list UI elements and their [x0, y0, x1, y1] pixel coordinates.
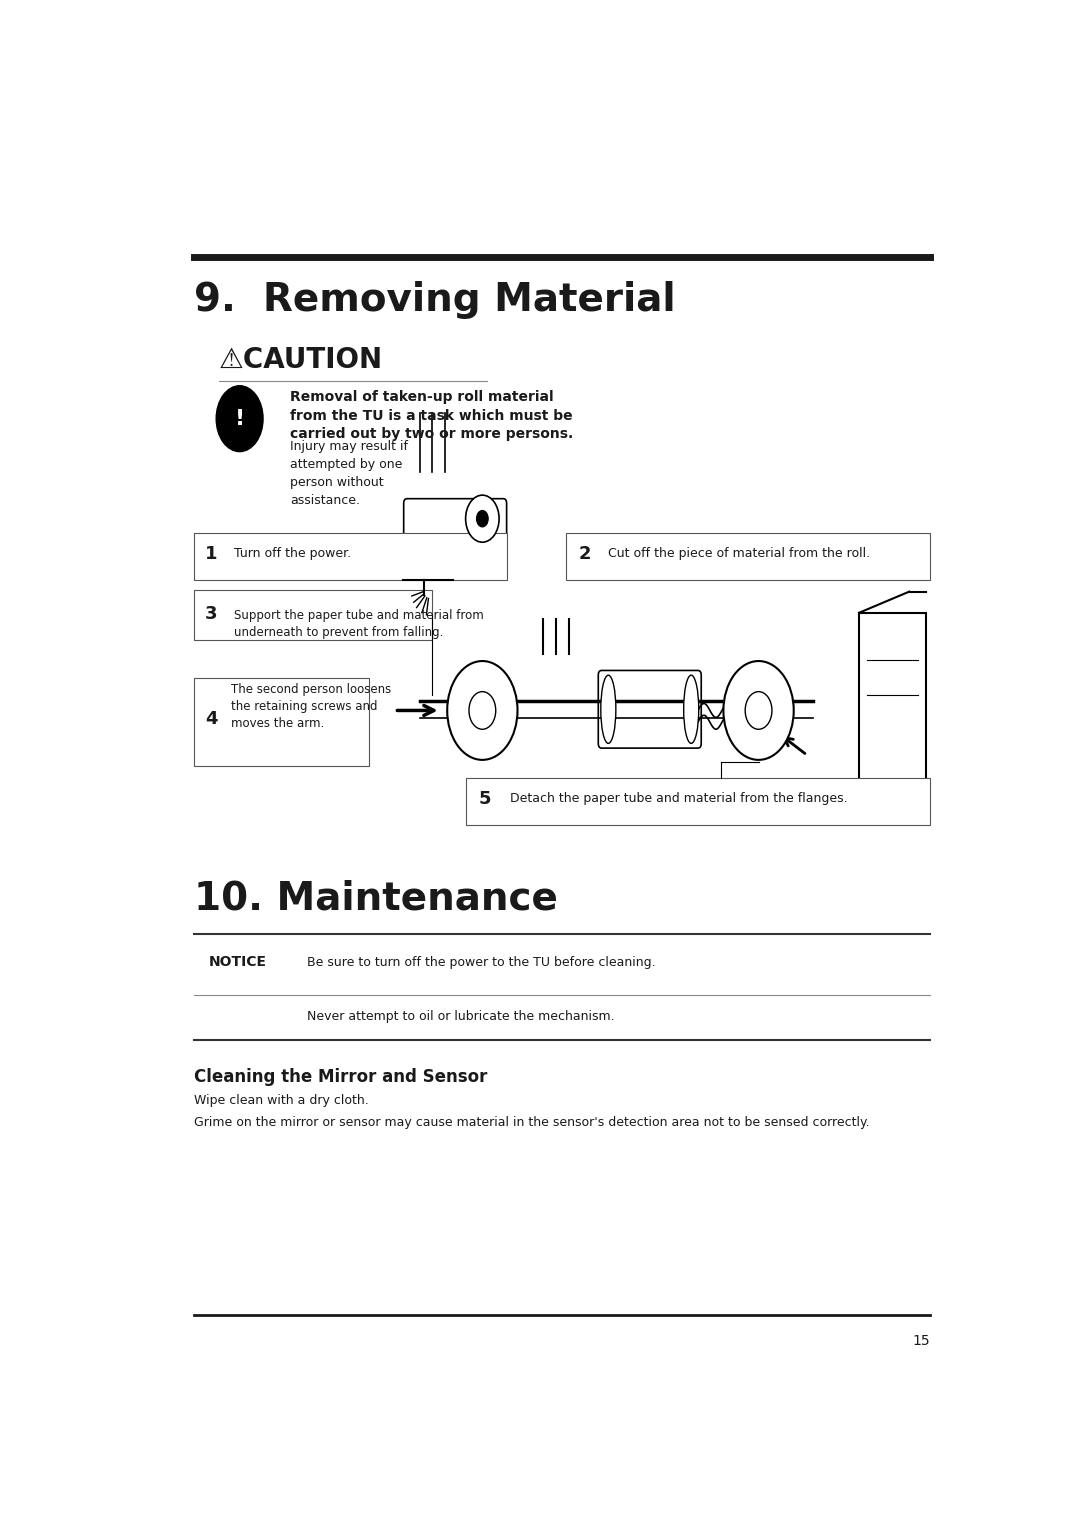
- FancyBboxPatch shape: [598, 671, 701, 749]
- Circle shape: [216, 385, 264, 452]
- FancyBboxPatch shape: [193, 590, 432, 640]
- Text: 5: 5: [478, 790, 490, 808]
- Text: 9.  Removing Material: 9. Removing Material: [193, 281, 675, 319]
- Text: 3: 3: [205, 605, 218, 623]
- Circle shape: [724, 662, 794, 759]
- Text: Turn off the power.: Turn off the power.: [233, 547, 351, 561]
- FancyBboxPatch shape: [193, 677, 369, 766]
- Circle shape: [745, 692, 772, 729]
- Circle shape: [465, 495, 499, 542]
- FancyBboxPatch shape: [566, 533, 930, 579]
- Text: The second person loosens
the retaining screws and
moves the arm.: The second person loosens the retaining …: [231, 683, 392, 730]
- Text: Injury may result if
attempted by one
person without
assistance.: Injury may result if attempted by one pe…: [289, 440, 408, 507]
- Text: 10. Maintenance: 10. Maintenance: [193, 880, 557, 918]
- Text: Detach the paper tube and material from the flanges.: Detach the paper tube and material from …: [510, 792, 848, 805]
- FancyBboxPatch shape: [404, 498, 507, 576]
- Text: ⚠CAUTION: ⚠CAUTION: [218, 345, 382, 374]
- Text: 15: 15: [913, 1334, 930, 1348]
- Text: 4: 4: [205, 709, 218, 727]
- Text: Removal of taken-up roll material
from the TU is a task which must be
carried ou: Removal of taken-up roll material from t…: [289, 391, 573, 442]
- Text: 1: 1: [205, 545, 218, 562]
- Text: !: !: [234, 408, 245, 429]
- FancyBboxPatch shape: [465, 778, 930, 825]
- Text: NOTICE: NOTICE: [208, 955, 267, 969]
- Text: Cut off the piece of material from the roll.: Cut off the piece of material from the r…: [608, 547, 870, 561]
- Circle shape: [476, 510, 488, 527]
- Text: Never attempt to oil or lubricate the mechanism.: Never attempt to oil or lubricate the me…: [307, 1010, 615, 1022]
- Text: Cleaning the Mirror and Sensor: Cleaning the Mirror and Sensor: [193, 1068, 487, 1086]
- FancyBboxPatch shape: [859, 613, 926, 807]
- Text: Be sure to turn off the power to the TU before cleaning.: Be sure to turn off the power to the TU …: [307, 955, 656, 969]
- Ellipse shape: [600, 675, 616, 744]
- Text: Wipe clean with a dry cloth.: Wipe clean with a dry cloth.: [193, 1094, 368, 1106]
- Circle shape: [447, 662, 517, 759]
- Text: Grime on the mirror or sensor may cause material in the sensor's detection area : Grime on the mirror or sensor may cause …: [193, 1117, 869, 1129]
- Text: Support the paper tube and material from
underneath to prevent from falling.: Support the paper tube and material from…: [233, 610, 484, 639]
- Ellipse shape: [684, 675, 699, 744]
- Text: 2: 2: [579, 545, 591, 562]
- Circle shape: [469, 692, 496, 729]
- FancyBboxPatch shape: [193, 533, 508, 579]
